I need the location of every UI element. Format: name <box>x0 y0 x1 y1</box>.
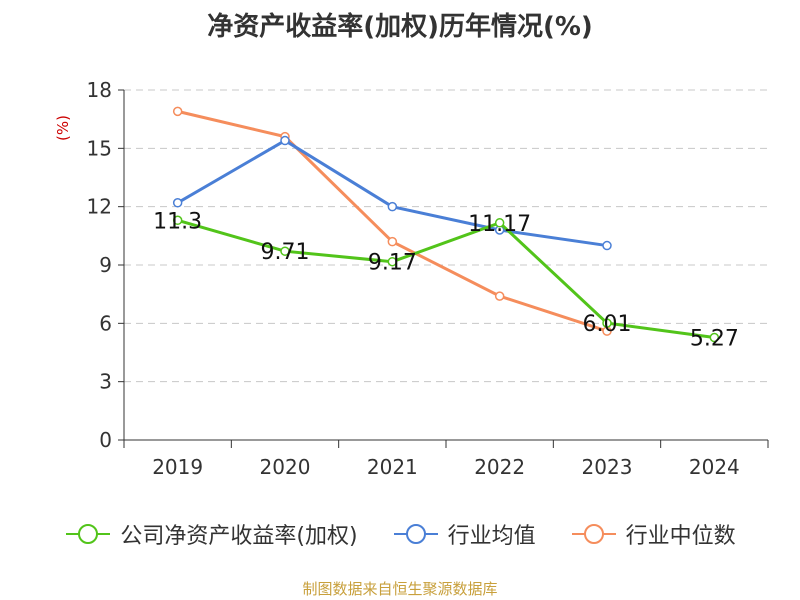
data-point-2 <box>174 107 182 115</box>
x-tick-label: 2019 <box>152 455 203 479</box>
data-point-2 <box>496 292 504 300</box>
y-axis-unit: (%) <box>54 115 72 141</box>
x-tick-label: 2024 <box>689 455 740 479</box>
series-line-2 <box>178 111 607 331</box>
data-label: 9.71 <box>261 240 310 265</box>
y-tick-label: 12 <box>87 195 112 219</box>
y-tick-label: 3 <box>99 370 112 394</box>
data-label: 6.01 <box>583 312 632 337</box>
y-tick-label: 18 <box>87 78 112 102</box>
x-tick-label: 2021 <box>367 455 418 479</box>
legend-item-industry-mean[interactable]: 行业均值 <box>392 518 536 550</box>
data-source: 制图数据来自恒生聚源数据库 <box>0 578 800 599</box>
data-point-1 <box>603 242 611 250</box>
data-point-1 <box>174 199 182 207</box>
data-label: 11.3 <box>153 209 202 234</box>
y-tick-label: 0 <box>99 428 112 452</box>
data-label: 5.27 <box>690 327 739 352</box>
legend-marker-blue <box>392 522 440 546</box>
data-point-1 <box>388 203 396 211</box>
legend-label-company: 公司净资产收益率(加权) <box>120 518 357 550</box>
series-line-0 <box>178 220 715 337</box>
legend-label-industry-mean: 行业均值 <box>448 518 536 550</box>
x-tick-label: 2020 <box>260 455 311 479</box>
legend-item-industry-median[interactable]: 行业中位数 <box>570 518 736 550</box>
data-label: 11.17 <box>468 212 531 237</box>
legend-marker-orange <box>570 522 618 546</box>
series-layer <box>174 107 719 341</box>
legend-item-company[interactable]: 公司净资产收益率(加权) <box>64 518 357 550</box>
series-line-1 <box>178 141 607 246</box>
data-label: 9.17 <box>368 251 417 276</box>
legend-label-industry-median: 行业中位数 <box>626 518 736 550</box>
legend-marker-green <box>64 522 112 546</box>
y-tick-label: 9 <box>99 253 112 277</box>
grid-lines <box>124 90 768 382</box>
data-point-1 <box>281 137 289 145</box>
data-point-2 <box>388 238 396 246</box>
legend: 公司净资产收益率(加权) 行业均值 行业中位数 <box>0 518 800 550</box>
y-tick-label: 15 <box>87 136 112 160</box>
x-tick-label: 2023 <box>582 455 633 479</box>
x-tick-label: 2022 <box>474 455 525 479</box>
y-tick-label: 6 <box>99 311 112 335</box>
line-chart: 0 3 6 9 12 15 18 2019 2020 2021 2022 2023 2024 11.3 9… <box>0 0 800 600</box>
axes: 0 3 6 9 12 15 18 2019 2020 2021 2022 2023 2024 <box>87 78 768 479</box>
